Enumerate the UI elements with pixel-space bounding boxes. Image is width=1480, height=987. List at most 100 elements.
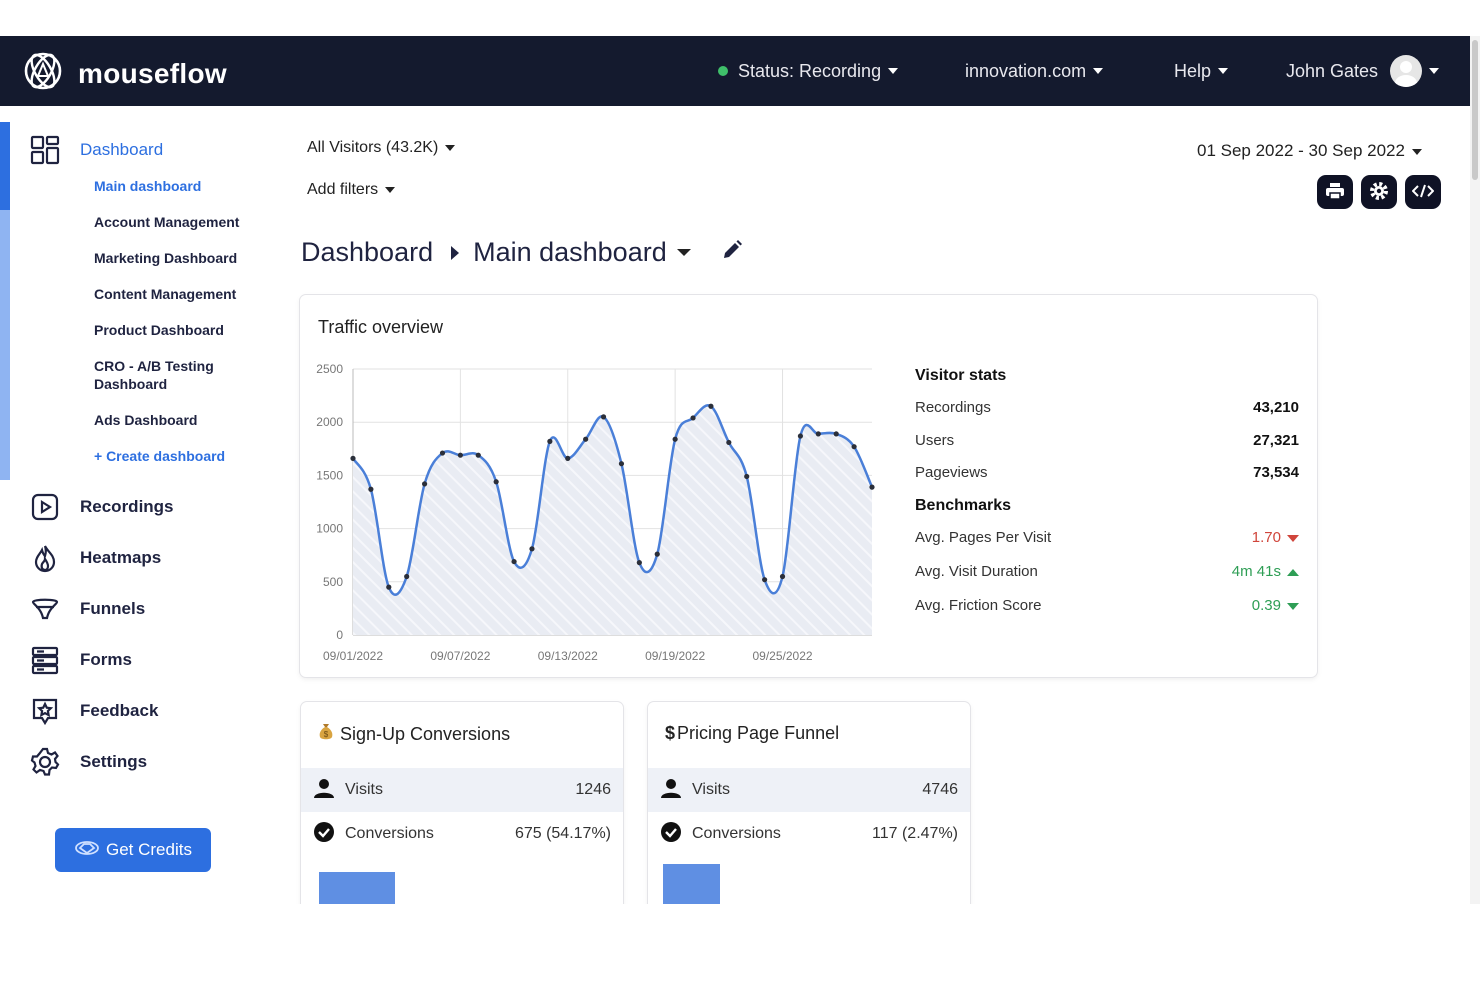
trend-up-icon [1287, 568, 1299, 576]
benchmark-label: Avg. Friction Score [915, 597, 1042, 614]
print-button[interactable] [1317, 175, 1353, 209]
embed-code-button[interactable] [1405, 175, 1441, 209]
logo[interactable]: mouseflow [22, 50, 227, 97]
user-menu[interactable]: John Gates [1286, 36, 1440, 106]
data-point [511, 558, 517, 565]
create-dashboard-link[interactable]: + Create dashboard [94, 448, 226, 464]
stat-label: Pageviews [915, 464, 988, 481]
add-filters-dropdown[interactable]: Add filters [307, 181, 396, 199]
data-point [654, 551, 660, 557]
breadcrumb: Dashboard Main dashboard [301, 237, 743, 268]
edit-pencil-icon[interactable] [721, 237, 743, 268]
credits-icon [74, 839, 100, 862]
money-bag-icon: $ [318, 723, 334, 746]
sidebar-item-label: Dashboard [80, 140, 164, 159]
trend-down-icon [1287, 602, 1299, 610]
benchmark-value-text: 4m 41s [1231, 563, 1281, 580]
funnel-row-label: Conversions [660, 821, 781, 848]
logo-text: mouseflow [78, 57, 227, 89]
page-scrollbar[interactable] [1470, 36, 1480, 904]
stat-value: 43,210 [1253, 399, 1299, 416]
feedback-icon [28, 694, 62, 728]
sidebar-subitem-marketing-dashboard[interactable]: Marketing Dashboard [94, 250, 238, 266]
get-credits-button[interactable]: Get Credits [55, 828, 211, 872]
data-point [636, 560, 642, 566]
gear-icon [28, 745, 62, 779]
segment-dropdown[interactable]: All Visitors (43.2K) [307, 139, 456, 157]
benchmark-value-text: 1.70 [1251, 529, 1281, 546]
funnel-title[interactable]: $ Pricing Page Funnel [665, 723, 839, 744]
sidebar-subitem-account-management[interactable]: Account Management [94, 214, 240, 230]
y-tick-label: 0 [336, 628, 343, 642]
stat-row-users: Users 27,321 [915, 432, 1299, 449]
sidebar-item-funnels[interactable]: Funnels [28, 592, 145, 626]
data-point [493, 479, 499, 485]
sidebar-item-label: Settings [80, 752, 148, 771]
data-point [726, 439, 732, 446]
y-tick-label: 1500 [316, 468, 343, 482]
benchmark-row-pages-per-visit: Avg. Pages Per Visit 1.70 [915, 529, 1299, 546]
funnel-row-conversions: Conversions 117 (2.47%) [648, 812, 970, 856]
dashboard-settings-button[interactable] [1361, 175, 1397, 209]
get-credits-label: Get Credits [106, 840, 192, 859]
status-recording-dot [718, 66, 728, 76]
dashboard-grid-icon [28, 133, 62, 167]
funnel-row-label-text: Conversions [692, 825, 781, 842]
status-dropdown[interactable]: Status: Recording [718, 36, 899, 106]
check-circle-icon [660, 821, 682, 848]
sidebar-subitem-content-management[interactable]: Content Management [94, 286, 237, 302]
sidebar-item-dashboard[interactable]: Dashboard [28, 133, 163, 167]
sidebar-item-heatmaps[interactable]: Heatmaps [28, 541, 161, 575]
sidebar-item-label: Recordings [80, 497, 174, 516]
domain-dropdown[interactable]: innovation.com [965, 36, 1104, 106]
sidebar-item-forms[interactable]: Forms [28, 643, 132, 677]
breadcrumb-current[interactable]: Main dashboard [473, 237, 667, 267]
funnel-row-label-text: Conversions [345, 825, 434, 842]
y-tick-label: 2000 [316, 415, 343, 429]
date-range-picker[interactable]: 01 Sep 2022 - 30 Sep 2022 [1197, 141, 1422, 161]
funnel-title-text: Sign-Up Conversions [340, 724, 511, 744]
sidebar-item-settings[interactable]: Settings [28, 745, 147, 779]
user-icon [660, 777, 682, 804]
sidebar-active-indicator [0, 122, 10, 210]
series-area [353, 405, 872, 635]
benchmark-value: 0.39 [1252, 597, 1299, 614]
benchmark-row-visit-duration: Avg. Visit Duration 4m 41s [915, 563, 1299, 580]
x-tick-label: 09/19/2022 [645, 649, 705, 663]
chevron-down-icon [445, 144, 456, 151]
screenshot-bottom-margin [0, 904, 1480, 987]
sidebar-subitem-main-dashboard[interactable]: Main dashboard [94, 178, 202, 194]
data-point [404, 573, 410, 580]
chevron-down-icon [385, 186, 396, 193]
funnel-row-label-text: Visits [692, 781, 730, 798]
data-point [851, 444, 857, 450]
traffic-chart[interactable]: 0 500 1000 1500 2000 2500 09/01/2022 09/07/2022… [300, 355, 890, 670]
data-point [457, 452, 463, 458]
sidebar-item-recordings[interactable]: Recordings [28, 490, 174, 524]
sidebar-subitem-product-dashboard[interactable]: Product Dashboard [94, 322, 224, 338]
chevron-down-icon [1429, 68, 1440, 74]
sidebar-rail [0, 122, 10, 480]
top-navigation-bar: mouseflow Status: Recording innovation.c… [0, 36, 1470, 106]
data-point [779, 573, 786, 580]
x-tick-label: 09/25/2022 [752, 649, 812, 663]
data-point [744, 473, 750, 480]
code-icon [1411, 183, 1435, 202]
chevron-down-icon[interactable] [676, 249, 691, 256]
stat-value: 73,534 [1253, 464, 1299, 481]
sidebar-subitem-ads-dashboard[interactable]: Ads Dashboard [94, 412, 198, 428]
sidebar-item-label: Forms [80, 650, 132, 669]
breadcrumb-root[interactable]: Dashboard [301, 237, 434, 267]
flame-icon [28, 541, 62, 575]
funnel-row-label-text: Visits [345, 781, 383, 798]
sidebar-subitem-cro-ab-testing-dashboard[interactable]: CRO - A/B Testing Dashboard [94, 358, 214, 392]
data-point [797, 433, 804, 439]
funnel-title[interactable]: $ Sign-Up Conversions [318, 723, 510, 746]
scrollbar-thumb[interactable] [1472, 40, 1478, 180]
help-dropdown[interactable]: Help [1174, 36, 1229, 106]
sidebar-item-feedback[interactable]: Feedback [28, 694, 158, 728]
data-point [547, 438, 553, 444]
svg-text:$: $ [324, 730, 329, 739]
segment-label: All Visitors (43.2K) [307, 139, 439, 156]
check-circle-icon [313, 821, 335, 848]
